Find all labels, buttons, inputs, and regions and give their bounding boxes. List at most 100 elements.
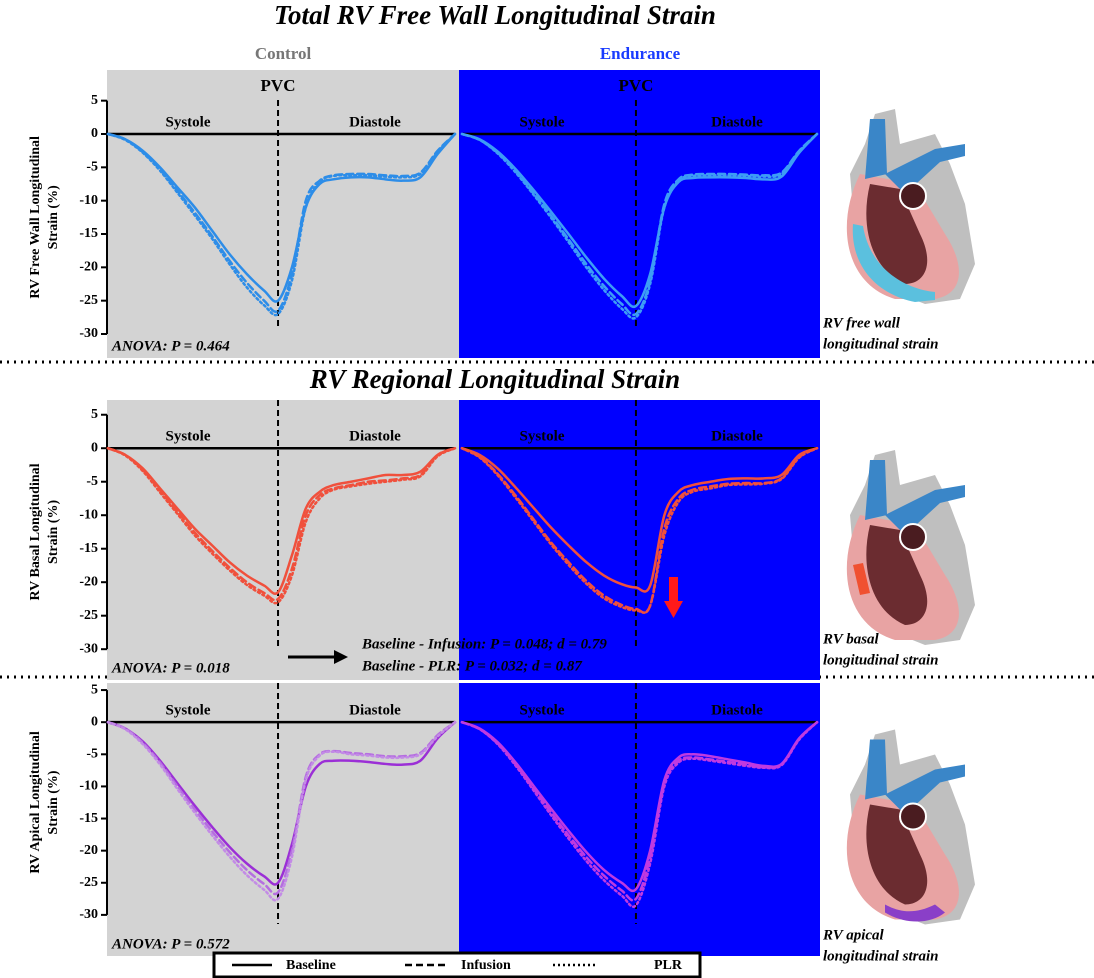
phase-label: Systole [520, 114, 565, 130]
y-tick-label: -10 [79, 779, 98, 794]
anova-annotation: ANOVA: P = 0.572 [111, 936, 230, 952]
y-tick-label: 5 [91, 407, 98, 422]
panel-background [459, 683, 820, 956]
strain-curve [106, 446, 457, 602]
y-tick-label: 0 [91, 714, 98, 729]
y-tick-label: -15 [79, 226, 98, 241]
y-tick-label: -20 [79, 260, 98, 275]
red-arrow-head [664, 601, 683, 618]
panel-background [107, 70, 459, 358]
phase-label: Diastole [349, 429, 401, 445]
y-tick-label: -30 [79, 326, 98, 341]
y-tick-label: 5 [91, 682, 98, 697]
strain-curve [106, 720, 457, 902]
phase-label: Systole [166, 429, 211, 445]
plots: 5 0 -5 -10 -15 -20 -25 -30 RV Free Wall Longitud… [28, 70, 820, 956]
caption: RV free wall [822, 315, 901, 331]
y-axis-label: Strain (%) [46, 185, 61, 250]
lv-chamber [866, 804, 928, 905]
comparison: Baseline - PLR: P = 0.032; d = 0.87 [361, 658, 582, 674]
valve [899, 523, 927, 551]
event-label: PVC [618, 76, 653, 95]
y-tick-label: -25 [79, 293, 98, 308]
y-tick-label: -5 [86, 160, 98, 175]
pulmonary-artery [885, 144, 965, 194]
anova-annotation: ANOVA: P = 0.018 [111, 660, 230, 676]
caption: RV basal [822, 631, 880, 647]
y-axis-label: RV Free Wall Longitudinal [28, 136, 43, 299]
illustrations: RV free wall longitudinal strain RV basal l… [822, 109, 975, 964]
heart-illustration [846, 109, 975, 304]
pulmonary-artery [885, 764, 965, 815]
y-tick-label: -5 [86, 474, 98, 489]
y-tick-label: -20 [79, 574, 98, 589]
y-tick-label: -25 [79, 608, 98, 623]
y-tick-label: -10 [79, 507, 98, 522]
column-heading: Endurance [600, 44, 681, 63]
legend-label: PLR [654, 958, 683, 973]
y-tick-label: -15 [79, 541, 98, 556]
figure-title: Total RV Free Wall Longitudinal Strain [274, 0, 716, 30]
strain-curve [460, 720, 819, 908]
strain-curve [460, 446, 819, 593]
aorta [865, 119, 887, 179]
valve [899, 182, 927, 210]
strain-curve [106, 720, 457, 886]
strain-curve [106, 132, 457, 313]
strain-curve [460, 132, 819, 320]
pulmonary-artery [885, 485, 965, 535]
event-label: PVC [261, 76, 296, 95]
anova-annotation: ANOVA: P = 0.464 [111, 338, 230, 354]
strain-curve [460, 446, 819, 614]
legend-label: Infusion [461, 958, 511, 973]
strain-curve [106, 132, 457, 303]
panel-background [107, 400, 459, 680]
caption: RV apical [822, 927, 885, 943]
panel-background [459, 400, 820, 680]
aorta [865, 460, 887, 520]
aorta [865, 739, 887, 800]
red-arrow [669, 577, 678, 603]
panel-background [459, 70, 820, 358]
comparison: Baseline - Infusion: P = 0.048; d = 0.79 [361, 636, 607, 652]
y-tick-label: 0 [91, 126, 98, 141]
y-tick-label: -10 [79, 193, 98, 208]
y-tick-label: -5 [86, 747, 98, 762]
valve [899, 802, 927, 831]
phase-label: Diastole [711, 114, 763, 130]
legend-items: Baseline Infusion PLR [232, 958, 683, 973]
strain-curve [106, 720, 457, 896]
section-title: RV Regional Longitudinal Strain [309, 364, 680, 394]
strain-curve [106, 446, 457, 605]
lv-chamber [866, 184, 928, 284]
arrow-head [334, 650, 348, 664]
y-axis-label: RV Apical Longitudinal [28, 731, 43, 874]
column-heading: Control [255, 44, 312, 63]
legend-label: Baseline [286, 958, 336, 973]
highlight-segment [853, 563, 870, 595]
phase-label: Diastole [349, 114, 401, 130]
strain-curve [106, 446, 457, 595]
strain-curve [460, 132, 819, 309]
heart-illustration [846, 450, 975, 645]
panel-background [107, 683, 459, 956]
highlight-segment [885, 904, 945, 922]
y-tick-label: 5 [91, 93, 98, 108]
strain-curve [460, 720, 819, 893]
y-tick-label: -15 [79, 811, 98, 826]
phase-label: Diastole [711, 429, 763, 445]
heart-illustration [846, 729, 975, 925]
phase-label: Diastole [349, 703, 401, 719]
phase-label: Systole [520, 429, 565, 445]
strain-curve [106, 132, 457, 317]
y-tick-label: -20 [79, 843, 98, 858]
phase-label: Diastole [711, 703, 763, 719]
y-axis-label: Strain (%) [46, 500, 61, 565]
caption: longitudinal strain [823, 948, 938, 964]
y-axis-label: RV Basal Longitudinal [28, 463, 43, 600]
y-tick-label: 0 [91, 440, 98, 455]
y-tick-label: -30 [79, 907, 98, 922]
phase-label: Systole [166, 114, 211, 130]
y-axis-label: Strain (%) [46, 770, 61, 835]
